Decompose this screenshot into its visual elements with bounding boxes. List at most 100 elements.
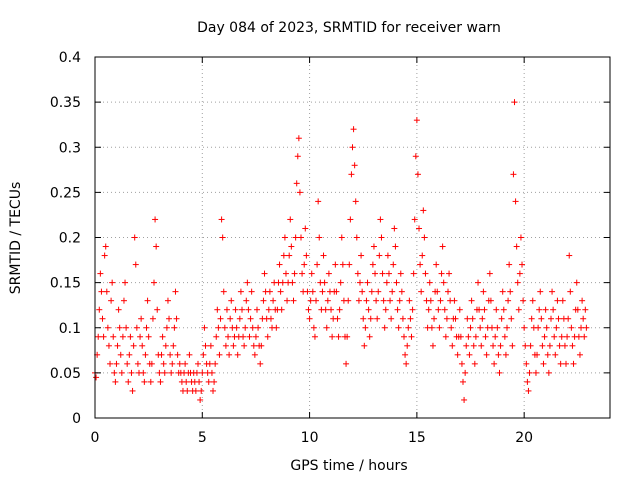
data-point	[337, 279, 344, 286]
data-point	[245, 306, 252, 313]
data-point	[365, 306, 372, 313]
data-point	[308, 270, 315, 277]
data-point	[369, 261, 376, 268]
data-point	[145, 333, 152, 340]
data-point	[103, 288, 110, 295]
data-point	[358, 252, 365, 259]
data-point	[499, 288, 506, 295]
data-point	[353, 234, 360, 241]
data-point	[125, 378, 132, 385]
data-point	[320, 252, 327, 259]
data-point	[222, 342, 229, 349]
data-point	[343, 360, 350, 367]
data-point	[409, 306, 416, 313]
data-point	[568, 324, 575, 331]
data-point	[477, 324, 484, 331]
data-point	[442, 333, 449, 340]
data-point	[412, 153, 419, 160]
data-point	[196, 378, 203, 385]
data-point	[167, 351, 174, 358]
x-tick-label: 20	[515, 430, 533, 446]
data-point	[116, 324, 123, 331]
data-point	[210, 387, 217, 394]
data-point	[107, 360, 114, 367]
data-point	[376, 252, 383, 259]
data-point	[466, 351, 473, 358]
data-point	[492, 333, 499, 340]
data-point	[469, 315, 476, 322]
data-point	[202, 342, 209, 349]
data-point	[215, 324, 222, 331]
data-point	[422, 270, 429, 277]
data-point	[249, 324, 256, 331]
data-point	[421, 234, 428, 241]
data-point	[426, 279, 433, 286]
data-point	[511, 99, 518, 106]
data-point	[98, 288, 105, 295]
data-point	[372, 270, 379, 277]
data-point	[174, 351, 181, 358]
data-point	[449, 342, 456, 349]
data-point	[396, 297, 403, 304]
data-point	[463, 342, 470, 349]
data-point	[494, 324, 501, 331]
data-point	[171, 324, 178, 331]
data-point	[158, 351, 165, 358]
data-point	[460, 378, 467, 385]
data-point	[219, 234, 226, 241]
data-point	[507, 288, 514, 295]
data-point	[299, 270, 306, 277]
data-point	[334, 315, 341, 322]
data-point	[306, 315, 313, 322]
data-point	[205, 378, 212, 385]
data-point	[580, 315, 587, 322]
data-point	[315, 198, 322, 205]
data-point	[575, 333, 582, 340]
data-point	[97, 270, 104, 277]
data-point	[350, 126, 357, 133]
data-point	[502, 351, 509, 358]
data-point	[301, 261, 308, 268]
data-point	[233, 324, 240, 331]
data-point	[345, 297, 352, 304]
data-point	[159, 333, 166, 340]
data-point	[554, 297, 561, 304]
data-point	[277, 288, 284, 295]
data-point	[266, 288, 273, 295]
data-point	[578, 324, 585, 331]
data-point	[521, 324, 528, 331]
data-point	[254, 306, 261, 313]
data-point	[496, 369, 503, 376]
y-tick-label: 0.15	[50, 276, 81, 292]
data-point	[402, 351, 409, 358]
data-point	[170, 342, 177, 349]
data-point	[456, 306, 463, 313]
data-point	[436, 324, 443, 331]
data-point	[557, 360, 564, 367]
data-point	[361, 342, 368, 349]
data-point	[144, 297, 151, 304]
y-tick-label: 0	[72, 411, 81, 427]
data-point	[293, 180, 300, 187]
data-point	[416, 225, 423, 232]
data-point	[439, 243, 446, 250]
data-point	[397, 270, 404, 277]
x-tick-label: 15	[408, 430, 426, 446]
data-point	[395, 324, 402, 331]
data-point	[552, 351, 559, 358]
data-point	[335, 333, 342, 340]
data-point	[296, 189, 303, 196]
data-point	[240, 333, 247, 340]
data-point	[163, 324, 170, 331]
data-point	[255, 324, 262, 331]
data-point	[218, 216, 225, 223]
data-point	[389, 288, 396, 295]
data-point	[528, 315, 535, 322]
data-point	[555, 315, 562, 322]
x-tick-label: 10	[301, 430, 319, 446]
data-point	[284, 297, 291, 304]
data-point	[120, 297, 127, 304]
data-point	[93, 374, 100, 381]
data-point	[565, 315, 572, 322]
